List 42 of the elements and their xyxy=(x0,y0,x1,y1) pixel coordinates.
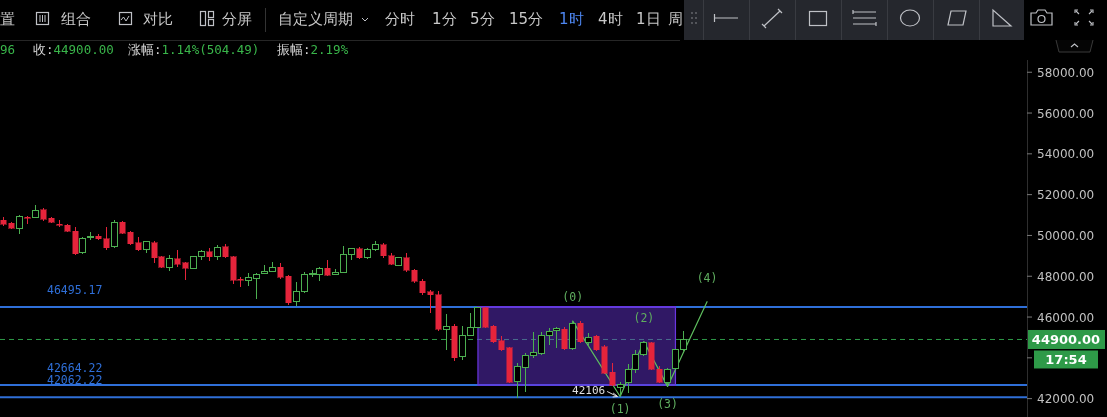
candlestick xyxy=(443,313,450,351)
ref-line-label: 44900.00 xyxy=(1031,332,1101,348)
y-tick-label: 56000.00 xyxy=(1037,106,1095,121)
candlestick xyxy=(561,326,568,351)
candlestick xyxy=(577,320,584,344)
text: 分屏 xyxy=(222,10,252,28)
ref-line-label: 46495.17 xyxy=(47,282,103,297)
text: 5分 xyxy=(470,10,495,28)
y-tick-label: 46000.00 xyxy=(1037,310,1095,325)
text: 周 xyxy=(668,10,683,28)
ref-line-label: 42664.22 xyxy=(47,361,103,376)
text: 96 xyxy=(0,42,16,57)
text: 4时 xyxy=(598,10,623,28)
annotation: (0) xyxy=(562,290,584,305)
text: 1时 xyxy=(559,10,584,28)
ref-line-label: 42062.22 xyxy=(47,373,103,388)
text: 组合 xyxy=(61,10,91,28)
annotation: (1) xyxy=(609,402,631,416)
candlestick xyxy=(16,214,23,235)
y-tick-label: 50000.00 xyxy=(1037,228,1095,243)
text: 收:44900.00 xyxy=(33,42,114,57)
text: 振幅:2.19% xyxy=(277,42,349,57)
y-tick-label: 52000.00 xyxy=(1037,188,1095,203)
candlestick xyxy=(553,326,560,349)
y-tick-label: 42000.00 xyxy=(1037,392,1095,407)
y-tick-label: 58000.00 xyxy=(1037,65,1095,80)
text: 对比 xyxy=(143,10,173,28)
annotation: (4) xyxy=(696,270,718,285)
text: 1分 xyxy=(432,10,457,28)
y-tick-label: 48000.00 xyxy=(1037,269,1095,284)
text: 置 xyxy=(0,10,15,28)
annotation: (2) xyxy=(633,310,655,325)
text: 15分 xyxy=(509,10,544,28)
y-tick-label: 54000.00 xyxy=(1037,147,1095,162)
text: 自定义周期 xyxy=(278,10,353,28)
annotation: 42106 xyxy=(572,384,606,398)
text: 1日 xyxy=(636,10,661,28)
text: 涨幅:1.14%(504.49) xyxy=(128,42,260,57)
line-series xyxy=(572,301,708,398)
text: 17:54 xyxy=(1045,351,1087,367)
annotation: (3) xyxy=(657,397,678,412)
text: 分时 xyxy=(385,10,415,28)
